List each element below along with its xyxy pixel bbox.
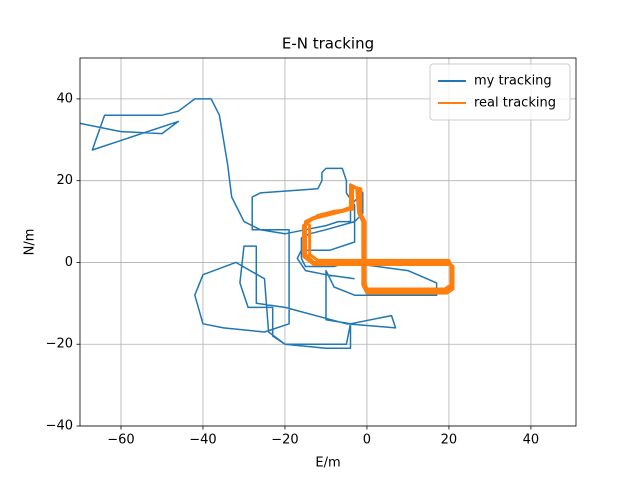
y-tick-label: −40 (46, 419, 73, 434)
y-tick-label: 20 (56, 173, 73, 188)
y-tick-label: −20 (46, 337, 73, 352)
line (80, 98, 438, 350)
line (301, 183, 455, 295)
x-tick-label: −40 (189, 433, 216, 448)
plot-frame (79, 57, 577, 427)
x-axis-label: E/m (315, 456, 340, 471)
y-axis-label: N/m (23, 229, 38, 256)
x-tick-label: 0 (363, 433, 371, 448)
x-tick-label: −20 (271, 433, 298, 448)
legend-label: my tracking (474, 74, 552, 89)
chart-title: E-N tracking (282, 35, 374, 53)
y-tick-label: 40 (56, 91, 73, 106)
legend-box (429, 63, 571, 121)
legend-label: real tracking (474, 96, 556, 111)
x-tick-label: −60 (107, 433, 134, 448)
x-tick-label: 20 (441, 433, 458, 448)
y-tick-label: 0 (65, 255, 73, 270)
x-tick-label: 40 (523, 433, 540, 448)
